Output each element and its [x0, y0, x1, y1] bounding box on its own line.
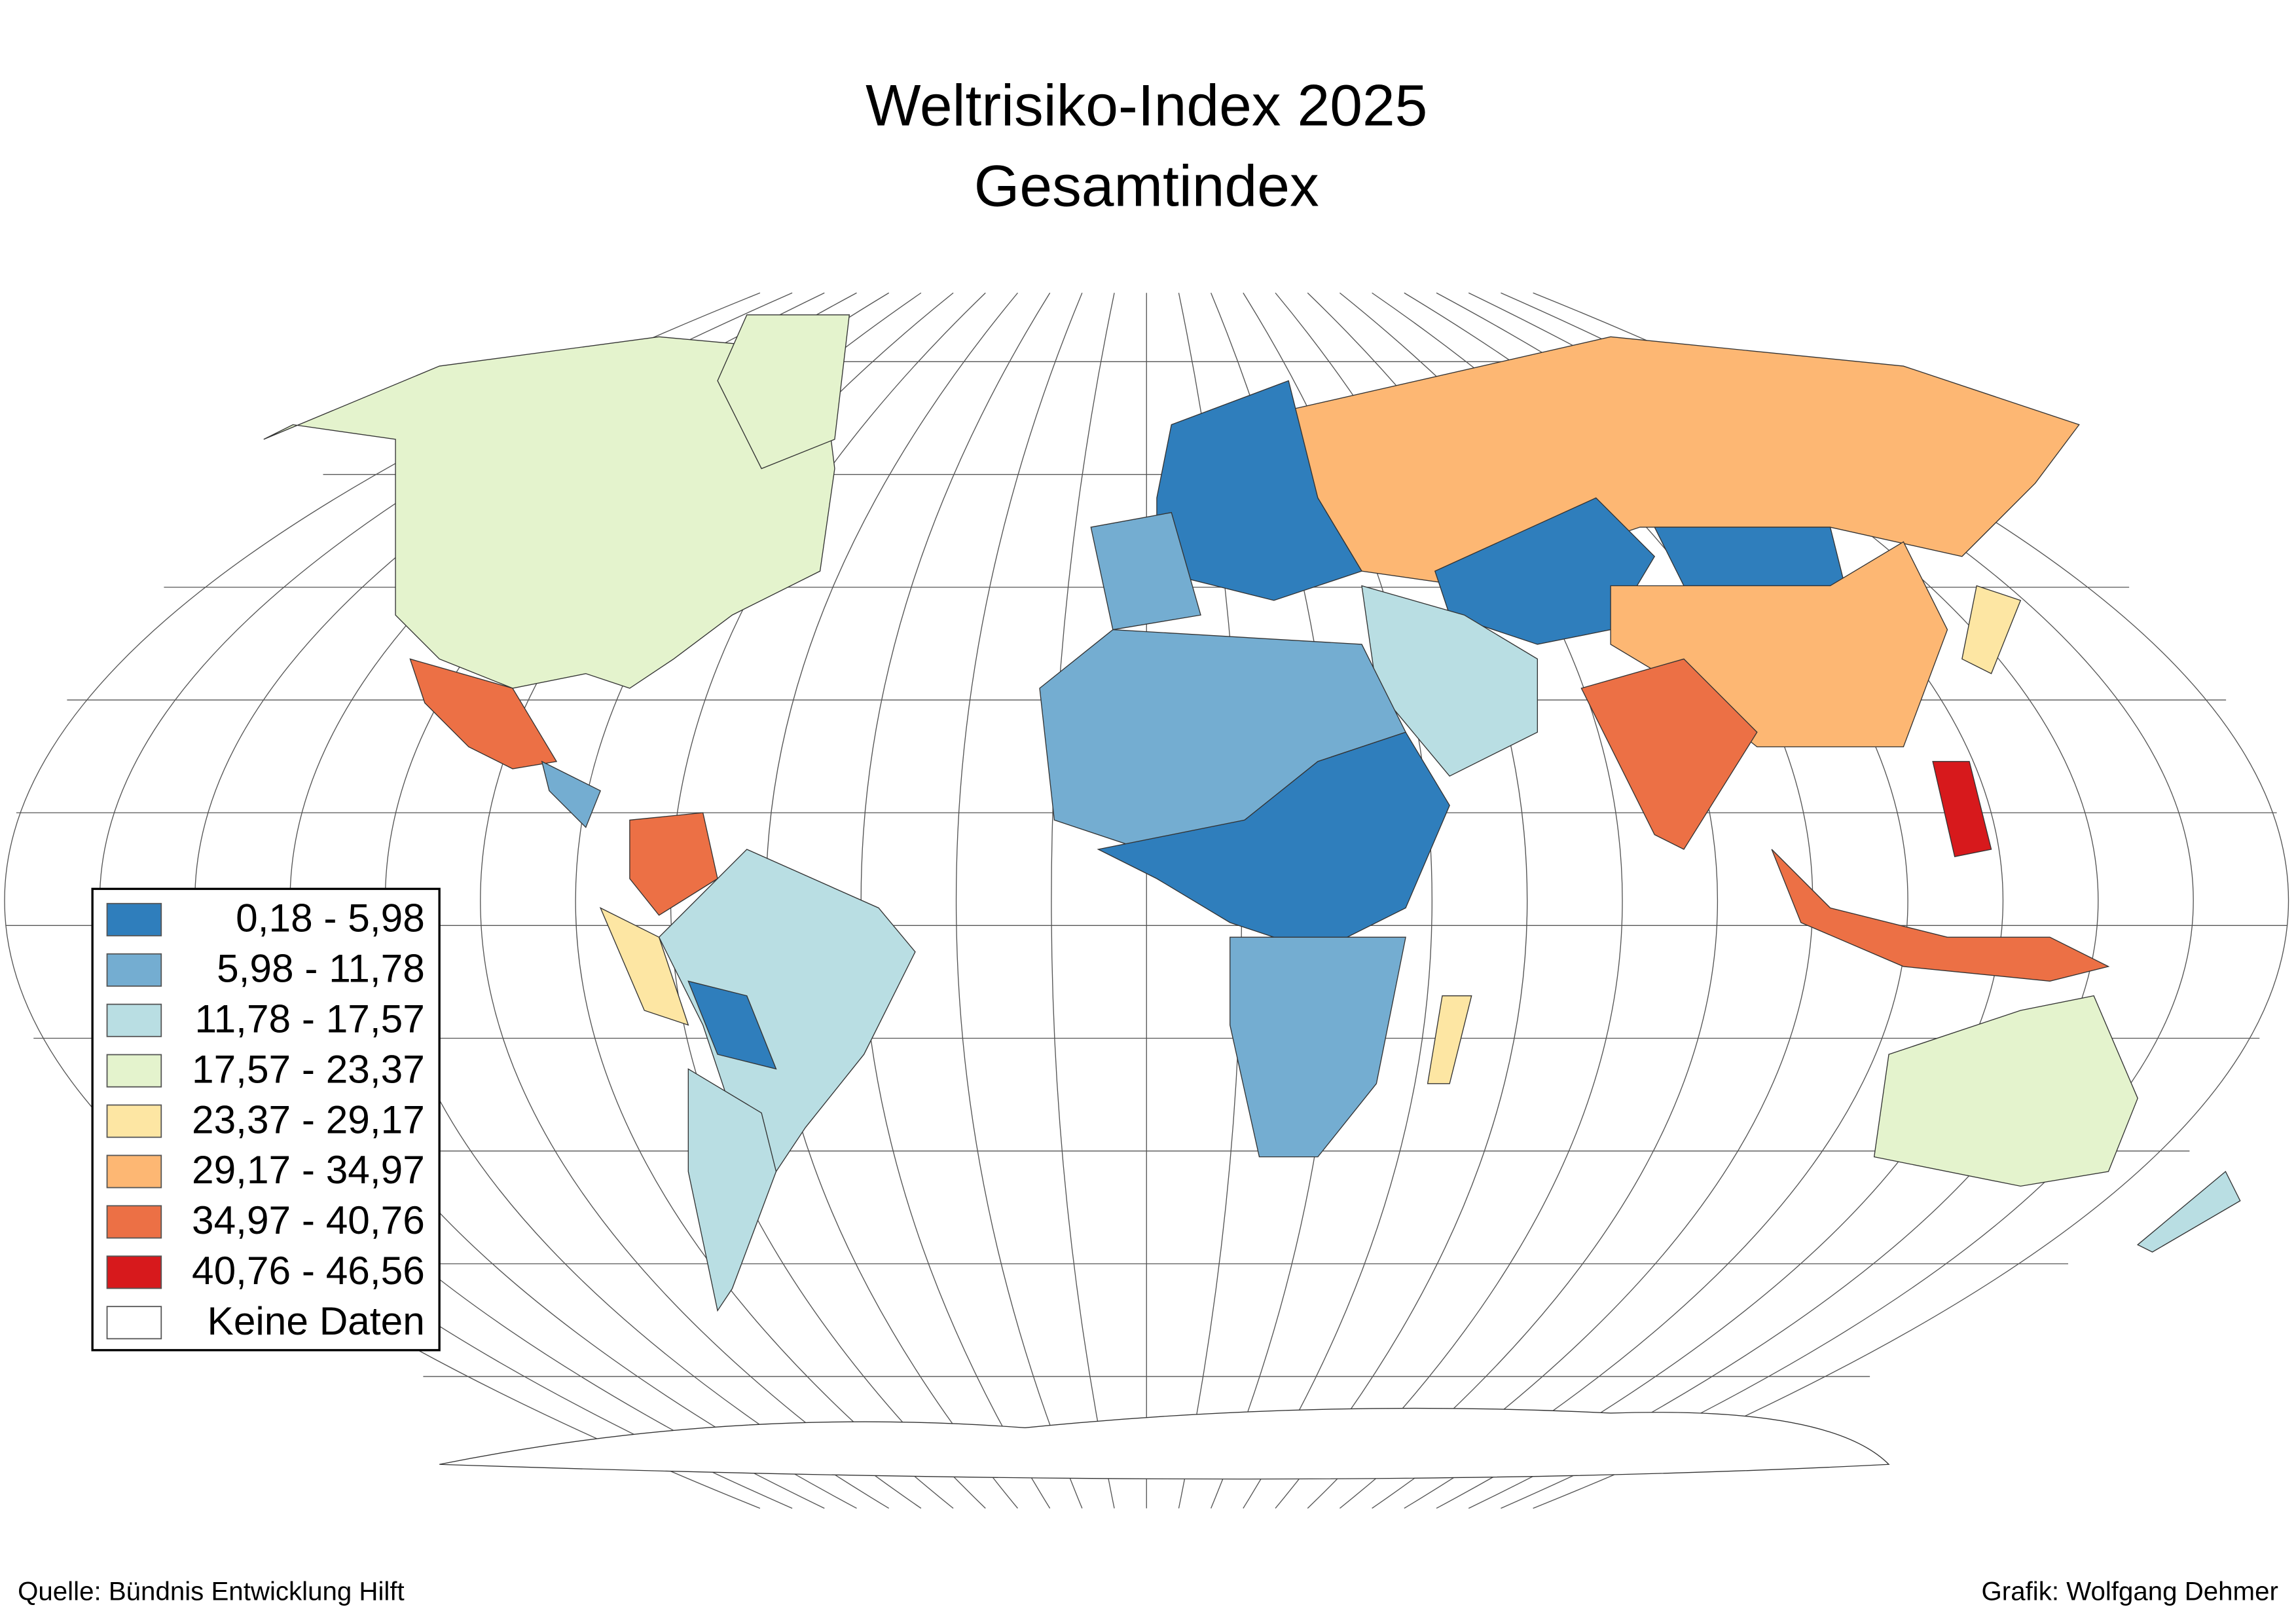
central-africa [1097, 731, 1450, 953]
legend-label: 40,76 - 46,56 [192, 1248, 425, 1293]
credit: Grafik: Wolfgang Dehmer [1982, 1577, 2278, 1606]
western-europe [1090, 511, 1201, 631]
australia [1873, 995, 2138, 1187]
peru [599, 907, 689, 1026]
legend-swatch [106, 1104, 162, 1138]
legend-label: 0,18 - 5,98 [236, 896, 425, 940]
legend-label: 23,37 - 29,17 [192, 1097, 425, 1141]
legend-label: 5,98 - 11,78 [217, 946, 425, 990]
meridian [955, 292, 1083, 1509]
legend-swatch [106, 1306, 162, 1340]
argentina-chile [687, 1068, 777, 1312]
central-america [541, 760, 601, 828]
bolivia [687, 980, 777, 1070]
legend-swatch [106, 1003, 162, 1037]
legend-swatch [106, 1054, 162, 1088]
legend-swatch [106, 902, 162, 936]
legend-label: Keine Daten [208, 1299, 425, 1343]
philippines [1932, 761, 1992, 857]
legend-swatch [106, 953, 162, 987]
title: Weltrisiko-Index 2025 [866, 72, 1427, 138]
legend-label: 34,97 - 40,76 [192, 1198, 425, 1242]
new-zealand [2136, 1170, 2241, 1253]
antarctica [439, 1407, 1890, 1480]
legend-swatch [106, 1205, 162, 1239]
countries [263, 314, 2241, 1480]
legend: 0,18 - 5,98 5,98 - 11,78 11,78 - 17,57 17,5… [91, 887, 441, 1352]
source: Quelle: Bündnis Entwicklung Hilft [18, 1577, 405, 1606]
mongolia [1654, 526, 1846, 587]
southern-africa [1230, 936, 1406, 1158]
mexico [409, 658, 558, 769]
india [1580, 658, 1758, 850]
legend-swatch [106, 1255, 162, 1289]
madagascar [1427, 995, 1472, 1084]
legend-label: 29,17 - 34,97 [192, 1147, 425, 1192]
greenland [717, 314, 850, 470]
meridian [1051, 293, 1115, 1509]
indonesia [1771, 849, 2110, 982]
japan [1961, 585, 2022, 674]
subtitle: Gesamtindex [974, 153, 1319, 218]
legend-swatch [106, 1154, 162, 1189]
legend-label: 11,78 - 17,57 [195, 996, 425, 1041]
colombia [629, 812, 718, 916]
brazil-region [658, 849, 916, 1173]
legend-label: 17,57 - 23,37 [192, 1046, 425, 1091]
